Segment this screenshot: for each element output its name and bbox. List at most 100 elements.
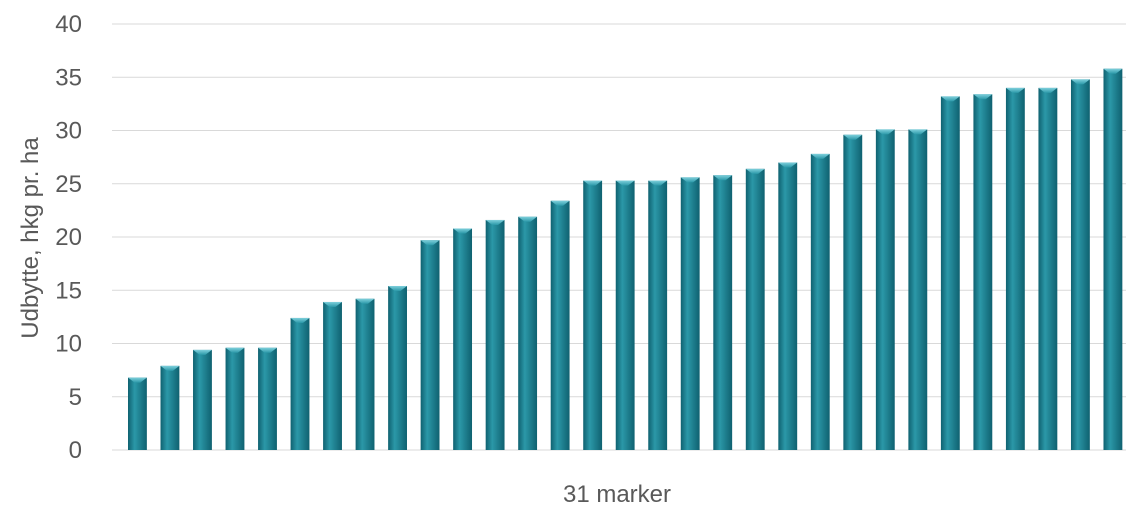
bar-body xyxy=(1103,68,1123,450)
y-tick-label: 40 xyxy=(55,11,82,38)
bar-body xyxy=(485,219,505,450)
bar xyxy=(550,200,570,450)
y-tick-label: 35 xyxy=(55,64,82,91)
bar-cap xyxy=(550,200,570,206)
bar xyxy=(648,180,668,450)
bar-body xyxy=(550,200,570,450)
bar xyxy=(973,94,993,450)
bar-cap xyxy=(193,349,212,355)
bar-body xyxy=(1038,87,1058,451)
bar xyxy=(453,228,473,450)
bar-cap xyxy=(648,180,668,186)
bar-cap xyxy=(1103,68,1123,74)
y-tick-label: 20 xyxy=(55,224,82,251)
bar xyxy=(583,180,603,450)
bar-body xyxy=(388,285,407,450)
bar-cap xyxy=(713,175,733,181)
bar xyxy=(908,129,928,450)
bar-body xyxy=(745,168,765,450)
bar-cap xyxy=(745,168,765,174)
bar-cap xyxy=(1038,87,1058,93)
bar xyxy=(193,349,212,450)
bar-cap xyxy=(290,317,310,323)
bar-cap xyxy=(453,228,473,234)
bar-body xyxy=(778,162,798,450)
bar-cap xyxy=(128,377,147,383)
bar xyxy=(1005,87,1025,451)
bar-cap xyxy=(1070,79,1090,85)
y-tick-label: 0 xyxy=(69,437,82,464)
bar-body xyxy=(323,301,342,450)
bar-cap xyxy=(680,177,700,183)
bar xyxy=(290,317,310,450)
bar xyxy=(778,162,798,450)
x-axis-title: 31 marker xyxy=(563,481,671,508)
y-tick-label: 15 xyxy=(55,277,82,304)
y-tick-label: 25 xyxy=(55,171,82,198)
bar xyxy=(323,301,342,450)
bar-cap xyxy=(388,285,407,291)
bar-body xyxy=(160,365,180,450)
bar-cap xyxy=(843,134,863,140)
bar-cap xyxy=(908,129,928,135)
bar-body xyxy=(973,94,993,450)
bar-body xyxy=(225,347,245,450)
bar xyxy=(160,365,180,450)
bar-cap xyxy=(1005,87,1025,93)
bar-cap xyxy=(420,240,440,246)
bar-body xyxy=(615,180,635,450)
bar-body xyxy=(713,175,733,451)
bar-body xyxy=(648,180,668,450)
bar-cap xyxy=(160,365,180,371)
y-axis-title: Udbytte, hkg pr. ha xyxy=(17,137,44,339)
bar-body xyxy=(1005,87,1025,451)
bar xyxy=(420,240,440,450)
bar xyxy=(388,285,407,450)
bar xyxy=(713,175,733,451)
bar-cap xyxy=(973,94,993,100)
bar-cap xyxy=(875,129,895,135)
bar-body xyxy=(583,180,603,450)
bar xyxy=(810,153,830,450)
bar-body xyxy=(128,377,147,450)
y-tick-label: 30 xyxy=(55,118,82,145)
bar xyxy=(1038,87,1058,451)
bar-cap xyxy=(518,216,538,222)
bar-cap xyxy=(615,180,635,186)
bar-body xyxy=(680,177,700,451)
bar xyxy=(518,216,538,450)
bar-body xyxy=(940,96,960,451)
y-axis-ticks: 0 5 10 15 20 25 30 35 40 xyxy=(55,11,82,464)
bar-body xyxy=(258,347,277,450)
bar-cap xyxy=(778,162,798,168)
bar-cap xyxy=(323,301,342,307)
bar xyxy=(128,377,147,450)
bar xyxy=(843,134,863,450)
bar xyxy=(615,180,635,450)
bar-cap xyxy=(355,298,375,304)
bar-body xyxy=(875,129,895,450)
y-tick-label: 5 xyxy=(69,384,82,411)
bar xyxy=(485,219,505,450)
bar xyxy=(1103,68,1123,450)
bar-body xyxy=(355,298,375,450)
bars xyxy=(128,68,1123,451)
bar xyxy=(1070,79,1090,450)
bar-body xyxy=(518,216,538,450)
y-tick-label: 10 xyxy=(55,331,82,358)
bar-body xyxy=(810,153,830,450)
bar xyxy=(745,168,765,450)
bar xyxy=(355,298,375,450)
bar-body xyxy=(453,228,473,450)
bar-cap xyxy=(940,96,960,102)
bar-body xyxy=(420,240,440,450)
bar xyxy=(875,129,895,450)
bar-body xyxy=(290,317,310,450)
bar-cap xyxy=(583,180,603,186)
bar xyxy=(680,177,700,451)
bar-cap xyxy=(258,347,277,353)
bar-body xyxy=(193,349,212,450)
bar xyxy=(258,347,277,450)
bar-cap xyxy=(485,219,505,225)
